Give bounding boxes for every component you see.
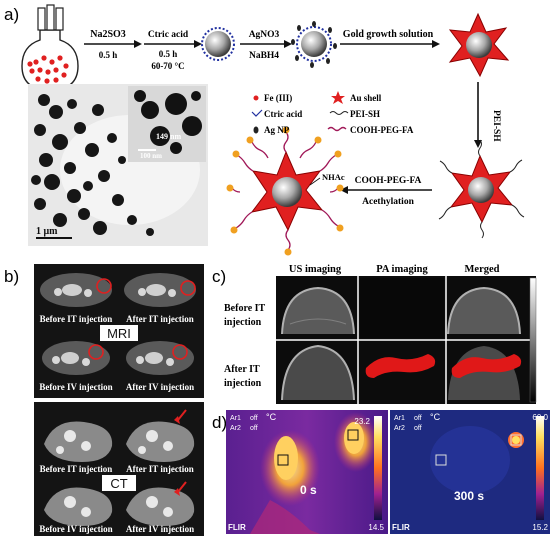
legend: Fe (III) Au shell Ctric acid PEI-SH Ag N… <box>251 91 414 135</box>
ct-panel: Before IT injection After IT injection C… <box>34 402 204 536</box>
mri-caption-1: Before IT injection <box>40 314 113 324</box>
mri-mouse-4 <box>126 341 194 375</box>
step1-time: 0.5 h <box>99 50 118 60</box>
ct-mouse-3 <box>44 487 113 526</box>
tem-size-label: 149 nm <box>156 132 181 141</box>
mri-mouse-2 <box>124 273 196 307</box>
us-after <box>281 344 355 401</box>
ct-caption-4: After IV injection <box>126 524 194 534</box>
au-star-final <box>226 126 344 256</box>
ct-label: CT <box>110 476 127 491</box>
panel-d-label: d) <box>212 413 227 432</box>
row2-line2: injection <box>224 378 262 389</box>
pa-after <box>365 354 436 378</box>
mri-caption-3: Before IV injection <box>39 382 112 392</box>
us-before <box>281 286 355 335</box>
red-star-icon <box>331 91 345 104</box>
right-ar2-off: off <box>414 425 422 432</box>
ct-mouse-2 <box>126 409 195 462</box>
step2-temp: 60-70 °C <box>151 61 184 71</box>
red-dot-icon <box>253 95 259 101</box>
ct-caption-3: Before IV injection <box>39 524 112 534</box>
mri-mouse-1 <box>40 273 112 307</box>
step3-reagent: AgNO3 <box>249 30 280 40</box>
thermal-left: Ar1 off Ar2 off °C 0 s FLIR 23.2 14.5 <box>226 410 388 534</box>
legend-pei: PEI-SH <box>350 109 380 119</box>
pa-grid <box>276 276 537 404</box>
right-max: 60.0 <box>532 413 548 422</box>
fe-sphere-ag <box>291 21 337 68</box>
pei-step-label: PEI-SH <box>491 110 501 142</box>
step3-reagent2: NaBH4 <box>249 51 279 61</box>
left-ar1-off: off <box>250 415 258 422</box>
left-unit: °C <box>266 412 277 422</box>
left-max: 23.2 <box>354 417 370 426</box>
mri-label: MRI <box>107 326 131 341</box>
ct-mouse-1 <box>44 421 113 462</box>
red-wave-icon <box>327 126 347 132</box>
flask-icon <box>21 4 79 91</box>
row1-line1: Before IT <box>224 303 266 314</box>
step4-reagent: Gold growth solution <box>343 29 434 40</box>
right-ar2: Ar2 <box>394 425 405 432</box>
right-brand: FLIR <box>392 523 410 532</box>
nhac-label: NHAc <box>322 172 345 182</box>
row2-line1: After IT <box>224 364 260 375</box>
legend-ag: Ag NP <box>264 125 290 135</box>
left-time: 0 s <box>300 483 317 497</box>
mri-panel: Before IT injection After IT injection M… <box>34 264 204 398</box>
col-pa: PA imaging <box>376 264 428 275</box>
right-min: 15.2 <box>532 523 548 532</box>
panel-a-label: a) <box>4 5 19 24</box>
merged-before <box>447 286 521 335</box>
tem-main-scale: 1 μm <box>36 226 58 237</box>
pa-before <box>360 278 444 338</box>
ct-mouse-4 <box>126 481 195 526</box>
row1-line2: injection <box>224 317 262 328</box>
step2-reagent: Ctric acid <box>148 30 189 40</box>
step2-time: 0.5 h <box>159 49 178 59</box>
mri-caption-2: After IT injection <box>126 314 194 324</box>
au-star-particle <box>448 12 510 78</box>
merged-after <box>448 346 522 400</box>
col-merged: Merged <box>465 264 500 275</box>
left-ar2: Ar2 <box>230 425 241 432</box>
right-time: 300 s <box>454 489 484 503</box>
panel-b-label: b) <box>4 267 19 286</box>
ct-caption-2: After IT injection <box>126 464 194 474</box>
legend-peg: COOH-PEG-FA <box>350 125 414 135</box>
fe-sphere-citrate <box>201 27 235 61</box>
right-unit: °C <box>430 412 441 422</box>
tem-image: 149 nm 100 nm 1 μm <box>28 84 208 246</box>
legend-fe: Fe (III) <box>264 93 292 103</box>
step1-reagent: Na2SO3 <box>90 29 126 40</box>
drop-icon <box>253 126 259 134</box>
right-ar1: Ar1 <box>394 415 405 422</box>
mri-caption-4: After IV injection <box>126 382 194 392</box>
mri-mouse-3 <box>42 341 110 375</box>
tem-inset-scale: 100 nm <box>140 152 162 160</box>
left-brand: FLIR <box>228 523 246 532</box>
legend-au: Au shell <box>350 93 382 103</box>
au-star-pei <box>438 139 525 239</box>
right-ar1-off: off <box>414 415 422 422</box>
panel-c-label: c) <box>212 267 226 286</box>
wave-icon <box>329 111 349 115</box>
final-step-label: COOH-PEG-FA <box>355 176 422 186</box>
thermal-right: Ar1 off Ar2 off °C 300 s FLIR 60.0 15.2 <box>390 410 550 534</box>
ct-caption-1: Before IT injection <box>40 464 113 474</box>
left-ar1: Ar1 <box>230 415 241 422</box>
citric-acid-icon <box>251 109 263 117</box>
col-us: US imaging <box>289 264 342 275</box>
left-ar2-off: off <box>250 425 258 432</box>
left-min: 14.5 <box>368 523 384 532</box>
legend-citric: Ctric acid <box>264 109 302 119</box>
final-step2-label: Acethylation <box>362 197 414 207</box>
